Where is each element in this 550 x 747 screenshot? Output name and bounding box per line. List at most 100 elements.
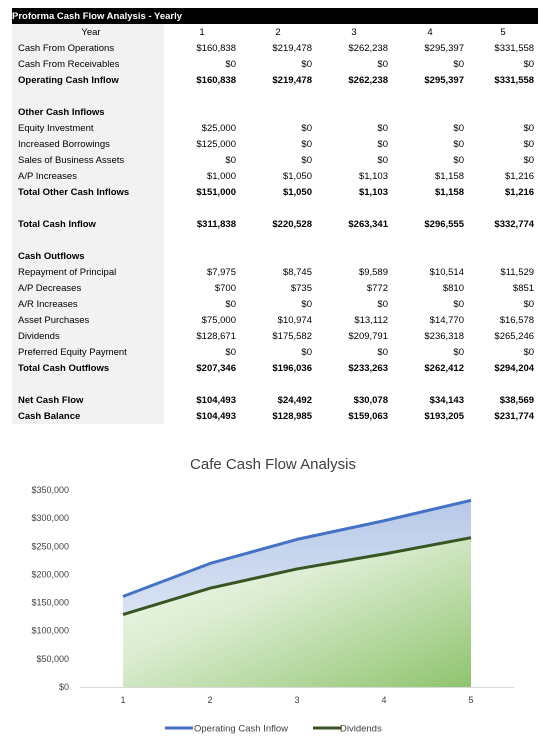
cell-value: $0	[301, 154, 312, 166]
cell-value	[164, 104, 240, 120]
table-row: Increased Borrowings $125,000 $0 $0 $0 $0	[12, 136, 538, 152]
cell-value: $772	[366, 282, 388, 294]
cell-value: $295,397	[424, 42, 464, 54]
cell-value: $219,478	[272, 42, 312, 54]
cell-value: $25,000	[201, 122, 236, 134]
cell-value: $1,050	[282, 186, 312, 198]
year-header: 3	[351, 26, 357, 38]
cell-value: $262,412	[424, 362, 464, 374]
table-row: Operating Cash Inflow $160,838 $219,478 $26…	[12, 72, 538, 88]
cell-value: $263,341	[348, 218, 388, 230]
cell-value: $0	[377, 122, 388, 134]
cell-value: $0	[523, 298, 535, 310]
row-label: Preferred Equity Payment	[12, 344, 164, 360]
cell-value: $220,528	[272, 218, 312, 230]
cell-value: $1,050	[282, 170, 312, 182]
cell-value: $331,558	[494, 74, 535, 86]
y-tick-label: $100,000	[31, 626, 69, 636]
cell-value: $265,246	[494, 330, 535, 342]
cell-value: $332,774	[494, 218, 535, 230]
cell-value: $128,985	[272, 410, 312, 422]
table-row: Dividends $128,671 $175,582 $209,791 $236,31…	[12, 328, 538, 344]
cell-value: $0	[377, 58, 388, 70]
line-dividends	[122, 536, 472, 617]
cell-value: $7,975	[206, 266, 236, 278]
y-tick-label: $350,000	[31, 485, 69, 495]
row-label: Equity Investment	[12, 120, 164, 136]
cell-value: $296,555	[424, 218, 464, 230]
cell-value: $38,569	[499, 394, 535, 406]
cell-value	[240, 104, 316, 120]
cell-value: $75,000	[201, 314, 236, 326]
cell-value: $0	[301, 298, 312, 310]
y-tick-label: $250,000	[31, 541, 69, 551]
cell-value: $0	[453, 346, 464, 358]
cell-value	[392, 104, 468, 120]
cell-value	[164, 248, 240, 264]
spacer-row	[12, 232, 538, 248]
y-tick-label: $300,000	[31, 513, 69, 523]
y-tick-label: $0	[59, 682, 69, 692]
cell-value: $0	[377, 154, 388, 166]
cell-value: $10,514	[429, 266, 464, 278]
cell-value: $0	[453, 154, 464, 166]
table-row: Cash Outflows	[12, 248, 538, 264]
cell-value: $0	[523, 154, 535, 166]
row-label: A/R Increases	[12, 296, 164, 312]
table-row: Asset Purchases $75,000 $10,974 $13,112 $14,…	[12, 312, 538, 328]
cell-value	[392, 248, 468, 264]
x-tick-label: 5	[468, 695, 473, 705]
row-label: Increased Borrowings	[12, 136, 164, 152]
row-label: Sales of Business Assets	[12, 152, 164, 168]
cell-value: $810	[442, 282, 464, 294]
table-row: Repayment of Principal $7,975 $8,745 $9,589…	[12, 264, 538, 280]
cell-value: $0	[225, 58, 236, 70]
cell-value: $9,589	[358, 266, 388, 278]
cell-value: $700	[214, 282, 236, 294]
cell-value: $0	[301, 58, 312, 70]
cell-value: $851	[512, 282, 535, 294]
cell-value: $196,036	[272, 362, 312, 374]
year-header: 2	[275, 26, 281, 38]
row-label: A/P Increases	[12, 168, 164, 184]
cell-value: $1,158	[434, 186, 464, 198]
cell-value: $0	[225, 346, 236, 358]
cell-value: $11,529	[500, 266, 535, 278]
table-row: Cash Balance $104,493 $128,985 $159,063 $193…	[12, 408, 538, 424]
cell-value: $104,493	[196, 394, 236, 406]
cell-value: $160,838	[196, 42, 236, 54]
table-row: Net Cash Flow $104,493 $24,492 $30,078 $34,1…	[12, 392, 538, 408]
cell-value: $160,838	[196, 74, 236, 86]
cell-value: $0	[301, 122, 312, 134]
cell-value: $30,078	[353, 394, 388, 406]
year-label: Year	[12, 24, 164, 40]
cell-value: $0	[377, 298, 388, 310]
row-label: Cash Balance	[12, 408, 164, 424]
table-row: Other Cash Inflows	[12, 104, 538, 120]
table-title-row: Proforma Cash Flow Analysis - Yearly	[12, 8, 539, 24]
table-row: Preferred Equity Payment $0 $0 $0 $0 $0	[12, 344, 538, 360]
x-tick-label: 1	[120, 695, 125, 705]
cell-value: $104,493	[196, 410, 236, 422]
legend-label: Operating Cash Inflow	[194, 724, 288, 735]
cell-value: $0	[523, 58, 535, 70]
chart-title: Cafe Cash Flow Analysis	[190, 456, 356, 473]
cell-value: $1,216	[504, 170, 535, 182]
cell-value: $175,582	[272, 330, 312, 342]
table-row: Total Cash Outflows $207,346 $196,036 $233,…	[12, 360, 538, 376]
row-label: A/P Decreases	[12, 280, 164, 296]
chart-lines	[122, 498, 472, 617]
cell-value: $1,000	[206, 170, 236, 182]
cell-value: $13,112	[354, 314, 388, 326]
cell-value: $331,558	[494, 42, 535, 54]
spacer-row	[12, 88, 538, 104]
row-label: Dividends	[12, 328, 164, 344]
table-row: Sales of Business Assets $0 $0 $0 $0 $0	[12, 152, 538, 168]
cell-value: $0	[377, 138, 388, 150]
cell-value: $159,063	[348, 410, 388, 422]
y-tick-label: $150,000	[31, 598, 69, 608]
cell-value: $262,238	[348, 74, 388, 86]
table-row: Total Cash Inflow $311,838 $220,528 $263,34…	[12, 216, 538, 232]
row-label: Total Other Cash Inflows	[12, 184, 164, 200]
cell-value: $294,204	[494, 362, 535, 374]
